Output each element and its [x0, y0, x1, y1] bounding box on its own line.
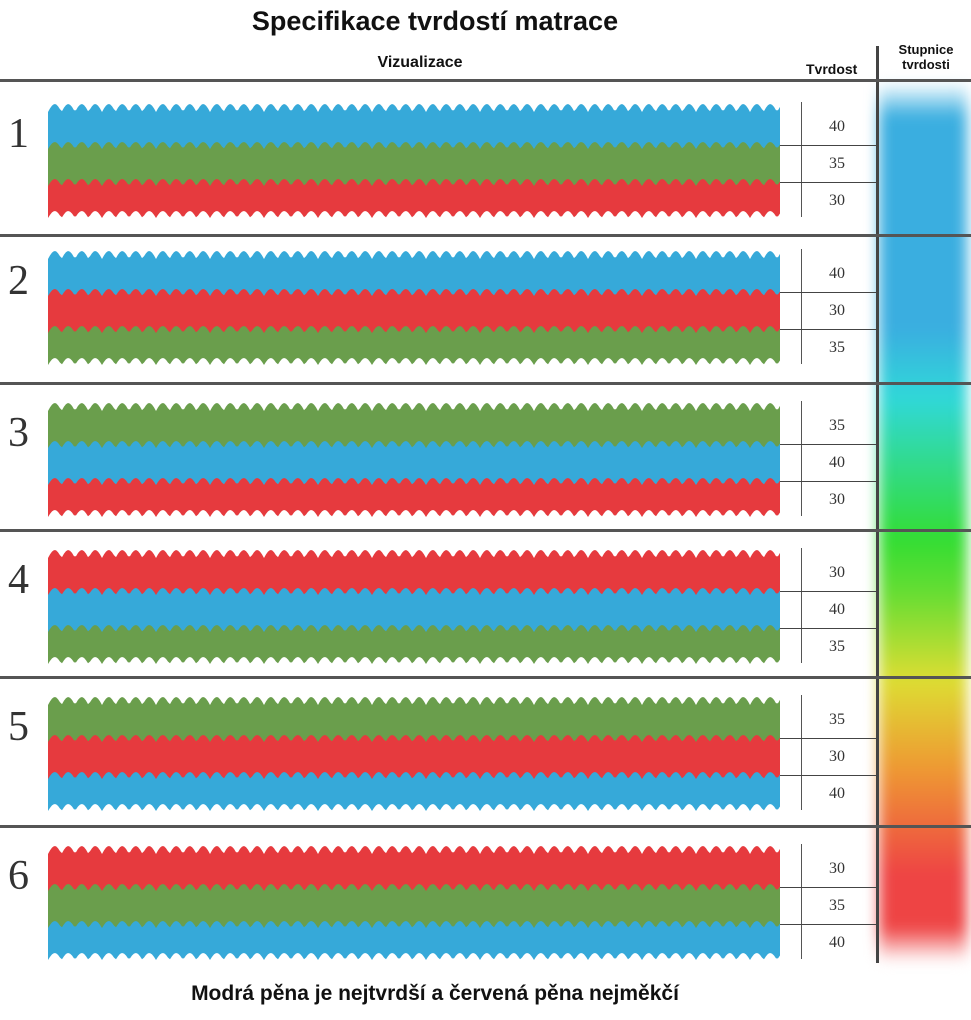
- mattress-bottom-edge: [48, 510, 780, 520]
- layer-hardness: 35: [829, 638, 845, 656]
- mattress-row: 5 35 30 40: [0, 677, 876, 826]
- hardness-column-line: [801, 249, 802, 364]
- foam-layer-green: [48, 326, 780, 368]
- page-title: Specifikace tvrdostí matrace: [251, 6, 619, 36]
- layer-hardness: 30: [829, 302, 845, 320]
- layer-boundary-line: [780, 481, 876, 482]
- foam-layer-green: [48, 625, 780, 667]
- hardness-scale-gradient: [879, 82, 967, 962]
- mattress-visualization: [48, 846, 780, 963]
- mattress-bottom-edge: [48, 953, 780, 963]
- layer-hardness: 40: [829, 265, 845, 283]
- layer-hardness: 40: [829, 118, 845, 136]
- mattress-visualization: [48, 697, 780, 814]
- hardness-header: Tvrdost: [806, 61, 858, 77]
- row-number: 2: [8, 258, 29, 304]
- foam-layer-red: [48, 179, 780, 221]
- scale-divider: [876, 46, 879, 963]
- layer-boundary-line: [780, 329, 876, 330]
- layer-boundary-line: [780, 738, 876, 739]
- mattress-row: 3 35 40 30: [0, 383, 876, 530]
- hardness-column-line: [801, 844, 802, 959]
- row-divider: [0, 79, 971, 82]
- row-divider: [0, 676, 971, 679]
- foam-layer-blue: [48, 772, 780, 814]
- row-number: 6: [8, 853, 29, 899]
- row-divider: [0, 825, 971, 828]
- foam-layer-blue: [48, 921, 780, 963]
- layer-boundary-line: [780, 182, 876, 183]
- hardness-column-line: [801, 102, 802, 217]
- mattress-row: 2 40 30 35: [0, 235, 876, 383]
- hardness-column-line: [801, 401, 802, 516]
- visualization-header: Vizualizace: [377, 54, 463, 71]
- layer-hardness: 35: [829, 897, 845, 915]
- row-number: 4: [8, 557, 29, 603]
- layer-hardness: 35: [829, 711, 845, 729]
- mattress-visualization: [48, 251, 780, 368]
- layer-hardness: 30: [829, 192, 845, 210]
- mattress-bottom-edge: [48, 211, 780, 221]
- layer-boundary-line: [780, 444, 876, 445]
- layer-hardness: 30: [829, 564, 845, 582]
- mattress-row: 1 40 35 30: [0, 80, 876, 235]
- mattress-bottom-edge: [48, 358, 780, 368]
- layer-hardness: 40: [829, 934, 845, 952]
- hardness-column-line: [801, 695, 802, 810]
- mattress-bottom-edge: [48, 804, 780, 814]
- footer-note: Modrá pěna je nejtvrdší a červená pěna n…: [191, 982, 679, 1005]
- mattress-bottom-edge: [48, 657, 780, 667]
- layer-boundary-line: [780, 887, 876, 888]
- mattress-visualization: [48, 104, 780, 221]
- mattress-row: 6 30 35 40: [0, 826, 876, 963]
- layer-boundary-line: [780, 591, 876, 592]
- row-number: 3: [8, 410, 29, 456]
- row-divider: [0, 382, 971, 385]
- layer-hardness: 35: [829, 155, 845, 173]
- row-number: 5: [8, 704, 29, 750]
- layer-hardness: 40: [829, 454, 845, 472]
- layer-hardness: 35: [829, 339, 845, 357]
- mattress-visualization: [48, 403, 780, 520]
- row-number: 1: [8, 111, 29, 157]
- layer-hardness: 35: [829, 417, 845, 435]
- layer-hardness: 30: [829, 860, 845, 878]
- hardness-column-line: [801, 548, 802, 663]
- layer-boundary-line: [780, 292, 876, 293]
- foam-layer-red: [48, 478, 780, 520]
- row-divider: [0, 529, 971, 532]
- mattress-row: 4 30 40 35: [0, 530, 876, 677]
- layer-boundary-line: [780, 775, 876, 776]
- row-divider: [0, 234, 971, 237]
- layer-boundary-line: [780, 145, 876, 146]
- scale-header: Stupnice tvrdosti: [898, 42, 954, 72]
- layer-hardness: 30: [829, 491, 845, 509]
- layer-boundary-line: [780, 628, 876, 629]
- layer-hardness: 30: [829, 748, 845, 766]
- layer-hardness: 40: [829, 601, 845, 619]
- mattress-visualization: [48, 550, 780, 667]
- layer-hardness: 40: [829, 785, 845, 803]
- layer-boundary-line: [780, 924, 876, 925]
